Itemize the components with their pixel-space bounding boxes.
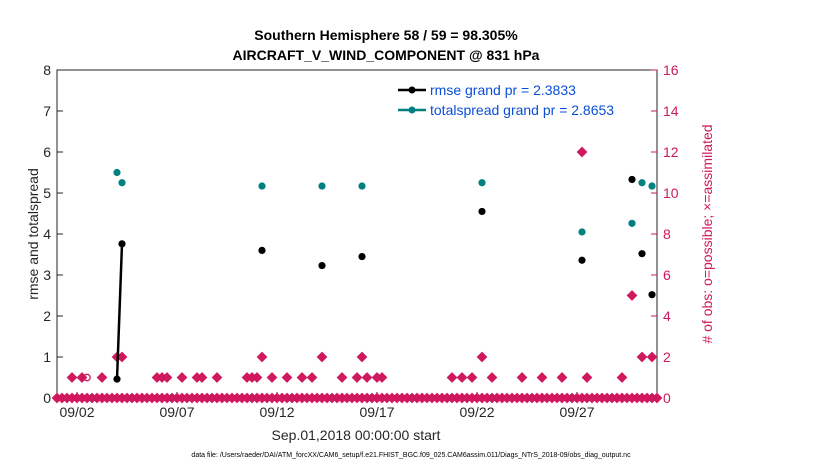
left-tick-label: 6 [43, 144, 51, 160]
obs-assimilated-marker [211, 372, 223, 383]
totalspread-point [578, 228, 586, 236]
x-axis-ticks: 09/02 09/07 09/12 09/17 09/22 09/27 [59, 392, 595, 420]
right-tick-label: 16 [663, 62, 679, 78]
x-tick-label: 09/17 [359, 404, 394, 420]
obs-assimilated-marker [516, 372, 528, 383]
rmse-point [118, 240, 126, 248]
obs-assimilated-marker [266, 372, 278, 383]
obs-assimilated-marker [361, 372, 373, 383]
x-tick-label: 09/12 [259, 404, 294, 420]
right-tick-label: 2 [663, 349, 671, 365]
totalspread-point [638, 179, 646, 187]
x-tick-label: 09/02 [59, 404, 94, 420]
left-tick-label: 5 [43, 185, 51, 201]
legend: rmse grand pr = 2.3833 totalspread grand… [398, 82, 614, 118]
legend-rmse-marker [408, 86, 416, 94]
right-tick-label: 14 [663, 103, 679, 119]
obs-assimilated-marker [576, 146, 588, 158]
left-tick-label: 3 [43, 267, 51, 283]
x-tick-label: 09/27 [559, 404, 594, 420]
left-tick-label: 2 [43, 308, 51, 324]
y-axis-label: rmse and totalspread [25, 168, 41, 300]
left-tick-label: 4 [43, 226, 51, 242]
rmse-point [318, 261, 326, 270]
rmse-point [258, 246, 266, 254]
totalspread-point [628, 219, 636, 227]
right-tick-label: 6 [663, 267, 671, 283]
footer-data-file: data file: /Users/raeder/DAI/ATM_forcXX/… [191, 452, 631, 459]
obs-assimilated-marker [256, 351, 268, 363]
obs-assimilated-marker [626, 290, 638, 301]
obs-assimilated-marker [66, 372, 78, 383]
obs-zero-marker [651, 392, 663, 404]
obs-assimilated-marker [176, 372, 188, 383]
obs-assimilated-marker [376, 372, 388, 383]
obs-assimilated-marker [281, 372, 293, 383]
rmse-point [113, 375, 121, 383]
obs-assimilated-marker [556, 372, 568, 383]
obs-assimilated-marker [636, 351, 648, 363]
left-tick-label: 8 [43, 62, 51, 78]
obs-assimilated-marker [486, 372, 498, 383]
obs-assimilated-marker [336, 372, 348, 383]
totalspread-point [113, 168, 121, 177]
left-axis-ticks: 0 1 2 3 4 5 6 7 8 [43, 62, 63, 406]
obs-assimilated-marker [446, 372, 458, 383]
obs-assimilated-marker [196, 372, 208, 383]
obs-assimilated-marker [296, 372, 308, 383]
plot-frame [56, 69, 658, 399]
obs-assimilated-marker [616, 372, 628, 383]
obs-assimilated-marker [476, 351, 488, 363]
rmse-point [628, 175, 636, 184]
y-right-axis-label: # of obs: o=possible; ×=assimilated [699, 124, 715, 343]
chart-subtitle: AIRCRAFT_V_WIND_COMPONENT @ 831 hPa [233, 47, 540, 63]
right-tick-label: 4 [663, 308, 671, 324]
totalspread-point [318, 182, 326, 190]
obs-assimilated-marker [646, 351, 658, 363]
obs-assimilated-marker [466, 372, 478, 383]
x-tick-label: 09/22 [459, 404, 494, 420]
rmse-line-segment [115, 243, 124, 380]
legend-totalspread-label: totalspread grand pr = 2.8653 [430, 102, 614, 118]
obs-assimilated-marker [356, 351, 368, 363]
x-tick-label: 09/07 [159, 404, 194, 420]
obs-assimilated-marker [316, 351, 328, 363]
legend-rmse-label: rmse grand pr = 2.3833 [430, 82, 576, 98]
obs-assimilated-marker [306, 372, 318, 383]
obs-assimilated-marker [251, 372, 263, 383]
left-tick-label: 7 [43, 103, 51, 119]
rmse-point [478, 207, 486, 216]
rmse-point [648, 291, 656, 299]
x-axis-label: Sep.01,2018 00:00:00 start [272, 427, 441, 443]
obs-assimilated-marker [96, 372, 108, 383]
left-tick-label: 0 [43, 390, 51, 406]
legend-totalspread-marker [408, 106, 416, 114]
totalspread-point [258, 182, 266, 190]
right-tick-label: 12 [663, 144, 679, 160]
totalspread-point [648, 182, 656, 190]
totalspread-point [358, 182, 366, 190]
obs-assimilated-marker [161, 372, 173, 383]
data-marks [51, 146, 663, 404]
right-tick-label: 10 [663, 185, 679, 201]
left-tick-label: 1 [43, 349, 51, 365]
obs-assimilated-marker [581, 372, 593, 383]
obs-possible-marker [83, 373, 91, 382]
totalspread-point [478, 179, 486, 187]
totalspread-point [118, 179, 126, 187]
obs-assimilated-marker [351, 372, 363, 383]
plot-area [56, 69, 658, 399]
chart-title: Southern Hemisphere 58 / 59 = 98.305% [254, 27, 518, 43]
rmse-point [578, 256, 586, 264]
right-tick-label: 8 [663, 226, 671, 242]
obs-assimilated-marker [536, 372, 548, 383]
obs-assimilated-marker [456, 372, 468, 383]
right-tick-label: 0 [663, 390, 671, 406]
rmse-point [358, 252, 366, 261]
rmse-point [638, 250, 646, 258]
